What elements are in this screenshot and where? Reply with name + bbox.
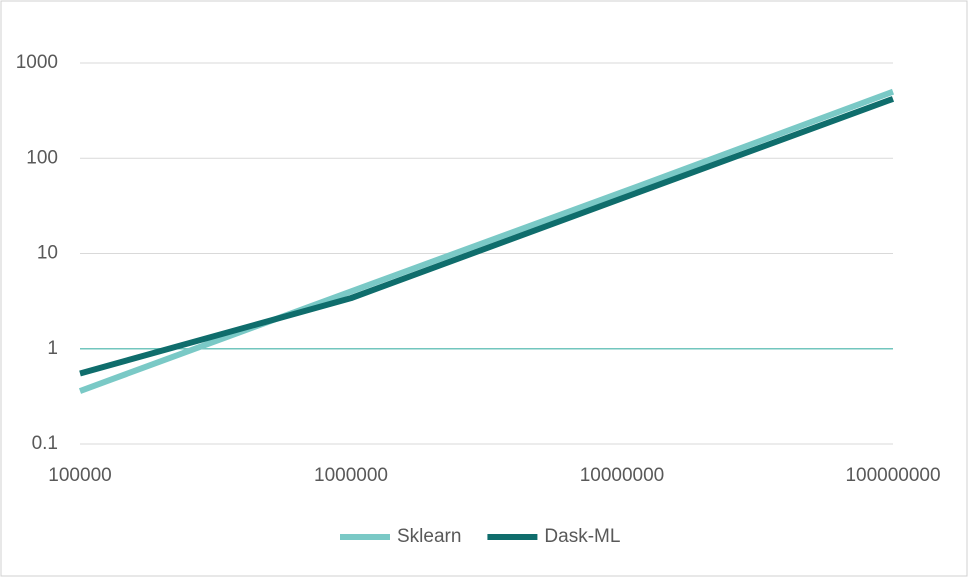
x-tick-label: 10000000 (580, 465, 665, 486)
legend-label: Dask-ML (544, 526, 620, 547)
x-tick-label: 100000 (48, 465, 111, 486)
legend-label: Sklearn (397, 526, 461, 547)
x-tick-label: 1000000 (314, 465, 388, 486)
line-series (78, 88, 895, 394)
y-tick-label: 100 (26, 147, 58, 168)
y-tick-label: 1 (47, 338, 58, 359)
y-tick-label: 1000 (16, 52, 58, 73)
y-tick-label: 10 (37, 243, 58, 264)
x-tick-label: 100000000 (845, 465, 940, 486)
y-tick-label: 0.1 (32, 433, 58, 454)
line-series (79, 96, 895, 377)
